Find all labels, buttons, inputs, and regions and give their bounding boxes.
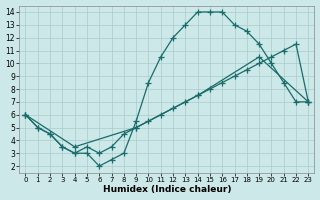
X-axis label: Humidex (Indice chaleur): Humidex (Indice chaleur) bbox=[103, 185, 231, 194]
